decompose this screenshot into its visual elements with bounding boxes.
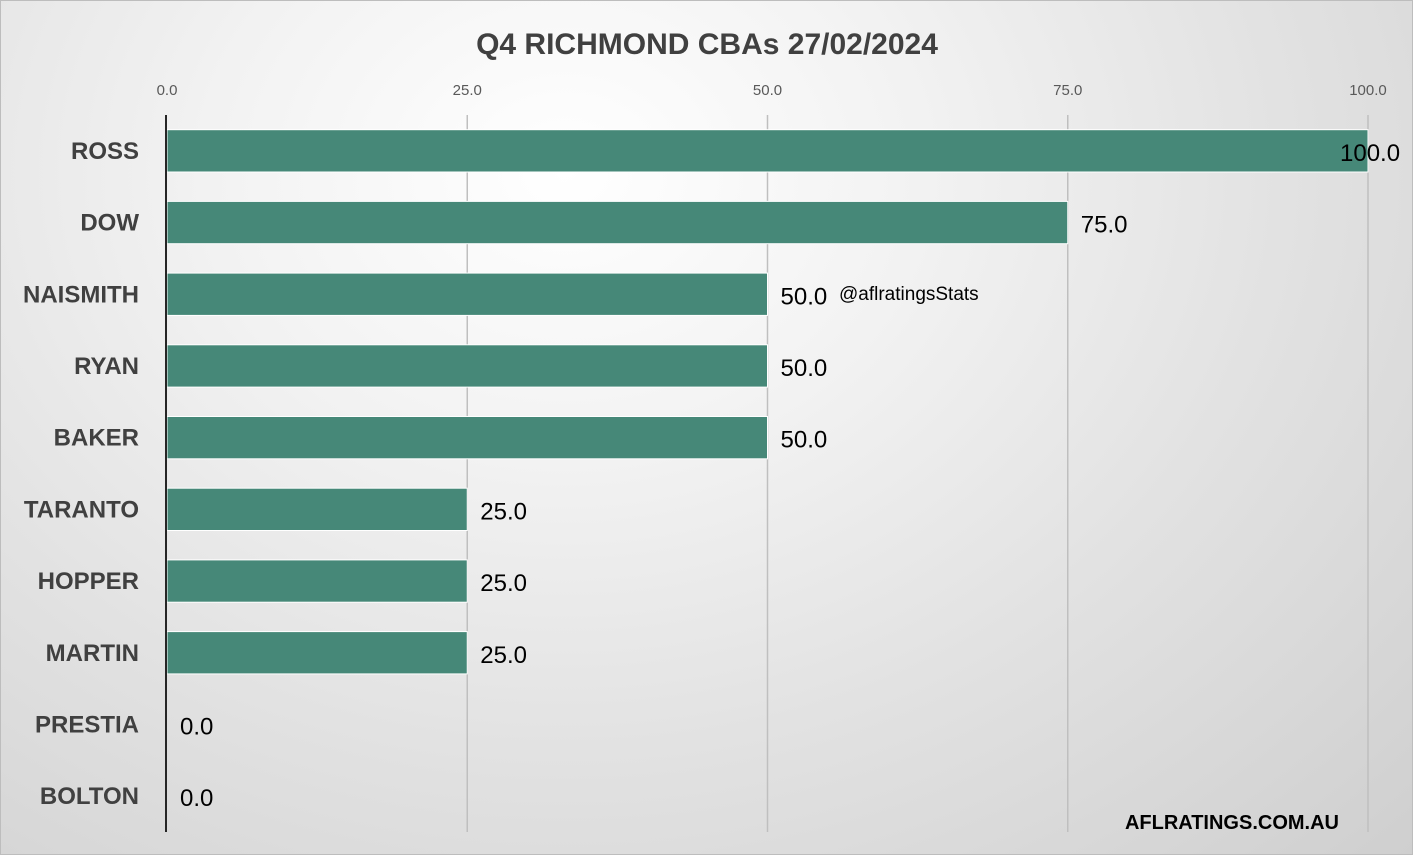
value-labels: 100.0 75.0 50.0 50.0 50.0 25.0 25.0 25.0 0.0 0.0 (180, 140, 1400, 812)
data-label: 0.0 (180, 713, 213, 740)
bar (166, 272, 768, 316)
data-label: 100.0 (1340, 140, 1400, 167)
bar (166, 200, 1069, 245)
bar (166, 129, 1369, 173)
category-label: ROSS (71, 138, 139, 165)
category-label: DOW (80, 210, 139, 237)
brand-footer: AFLRATINGS.COM.AU (1125, 812, 1339, 834)
category-label: RYAN (74, 353, 139, 380)
x-tick-label: 100.0 (1349, 82, 1387, 99)
category-label: NAISMITH (23, 281, 139, 308)
watermark-handle: @aflratingsStats (839, 284, 979, 305)
data-label: 0.0 (180, 785, 213, 812)
category-label: BAKER (54, 425, 139, 452)
data-label: 75.0 (1081, 212, 1128, 239)
x-tick-label: 25.0 (453, 82, 482, 99)
category-label: HOPPER (38, 568, 139, 595)
x-tick-label: 75.0 (1053, 82, 1082, 99)
data-label: 25.0 (480, 498, 527, 525)
x-tick-label: 0.0 (157, 82, 178, 99)
data-label: 25.0 (480, 642, 527, 669)
data-label: 50.0 (781, 355, 828, 382)
category-labels: ROSS DOW NAISMITH RYAN BAKER TARANTO HOPPER MAR… (23, 138, 139, 810)
data-label: 50.0 (781, 427, 828, 454)
data-label: 25.0 (480, 570, 527, 597)
x-tick-label: 50.0 (753, 82, 782, 99)
data-label: 50.0 (781, 283, 828, 310)
category-label: MARTIN (46, 640, 139, 667)
chart-title: Q4 RICHMOND CBAs 27/02/2024 (476, 28, 938, 61)
bar (166, 559, 468, 603)
category-label: BOLTON (40, 783, 139, 810)
category-label: TARANTO (24, 496, 139, 523)
category-label: PRESTIA (35, 711, 139, 738)
bar (166, 631, 468, 675)
bar (166, 344, 768, 388)
x-axis-ticks: 0.0 25.0 50.0 75.0 100.0 (157, 82, 1387, 99)
bar (166, 415, 768, 460)
bar (166, 487, 468, 532)
bars (166, 129, 1369, 675)
